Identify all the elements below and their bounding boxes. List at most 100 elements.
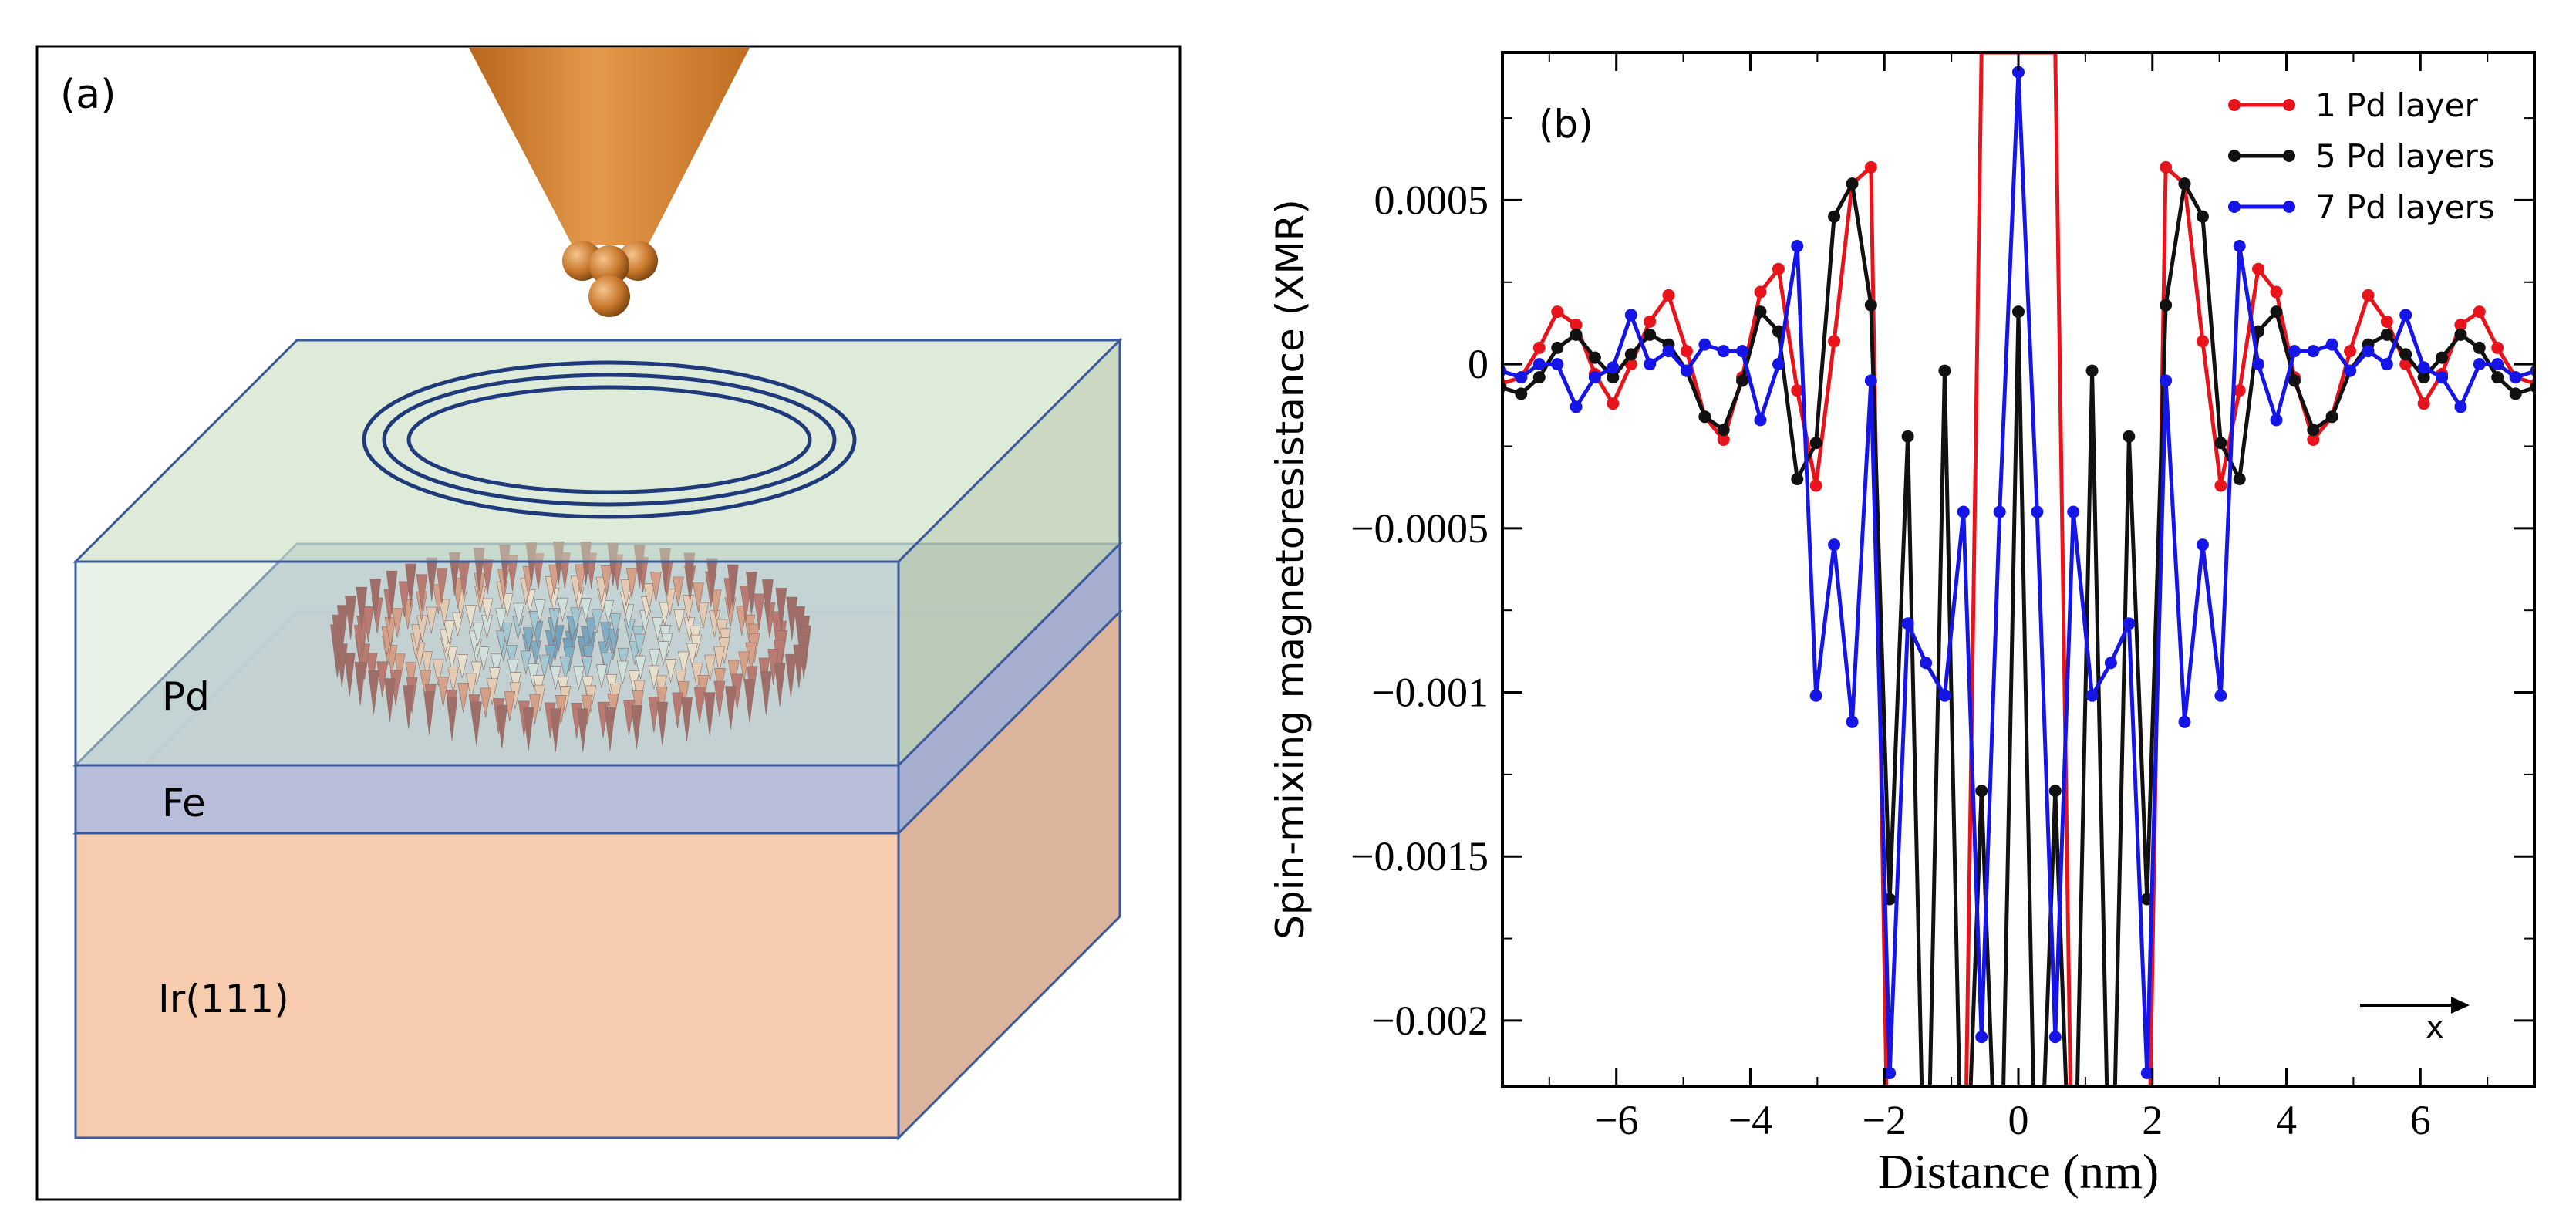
data-point	[1772, 262, 1785, 275]
data-point	[2380, 315, 2393, 328]
data-point	[1809, 689, 1822, 702]
ir-front-face	[74, 832, 900, 1139]
skyrmion-spin-arrow	[336, 605, 349, 649]
data-point	[1502, 365, 1507, 377]
data-point	[1570, 400, 1583, 413]
data-point	[1624, 309, 1637, 322]
skyrmion-spin-arrow	[602, 600, 614, 624]
data-point	[2362, 289, 2375, 302]
skyrmion-spin-arrow	[557, 597, 568, 622]
data-point	[2362, 345, 2375, 358]
skyrmion-spin-arrow	[656, 701, 669, 746]
data-point	[2417, 371, 2430, 384]
data-point	[2067, 505, 2080, 518]
data-point	[2196, 210, 2209, 223]
data-point	[2160, 160, 2173, 174]
data-point	[2454, 319, 2467, 332]
data-point	[1901, 430, 1914, 443]
data-point	[2214, 437, 2227, 450]
skyrmion-spin-arrow	[446, 646, 458, 670]
data-point	[2417, 361, 2430, 374]
skyrmion-spin-arrow	[405, 662, 417, 692]
data-point	[1938, 364, 1951, 377]
data-point	[1791, 473, 1804, 486]
data-point	[2288, 374, 2301, 387]
skyrmion-spin-arrow	[405, 563, 416, 608]
legend-marker	[2228, 99, 2241, 111]
skyrmion-spin-arrow	[520, 650, 532, 674]
y-axis-label: Spin-mixing magnetoresistance (XMR)	[1268, 199, 1313, 940]
skyrmion-spin-arrow	[713, 646, 725, 673]
skyrmion-spin-arrow	[421, 651, 433, 678]
x-direction-annotation: x	[2360, 997, 2470, 1045]
legend-label: 7 Pd layers	[2315, 188, 2495, 226]
data-point	[1698, 410, 1711, 424]
skyrmion-spin-arrow	[693, 582, 704, 613]
data-point	[1791, 384, 1804, 397]
ring-middle	[382, 373, 837, 507]
pd-front-face	[74, 560, 900, 767]
data-point	[2530, 381, 2534, 393]
data-point	[2085, 364, 2099, 377]
data-point	[2214, 689, 2227, 702]
skyrmion-spin-arrow	[643, 583, 656, 610]
data-point	[2491, 341, 2504, 354]
skyrmion-spin-arrow	[686, 643, 698, 667]
data-point	[2491, 358, 2504, 371]
data-point	[2307, 345, 2320, 358]
skyrmion-spin-arrow	[620, 579, 632, 606]
data-point	[2178, 715, 2191, 728]
skyrmion-spin-arrow	[522, 707, 534, 751]
ring-inner	[406, 385, 812, 494]
skyrmion-spin-arrow	[775, 588, 787, 632]
data-point	[1864, 374, 1877, 387]
skyrmion-spin-arrow	[530, 640, 541, 666]
skyrmion-spin-arrow	[446, 697, 458, 741]
skyrmion-spin-arrow	[665, 659, 677, 683]
data-point	[1754, 413, 1767, 427]
data-point	[1938, 689, 1951, 702]
skyrmion-spin-arrow	[625, 568, 638, 598]
skyrmion-spin-arrow	[354, 662, 366, 706]
data-point	[1736, 345, 1749, 358]
skyrmion-spin-arrow	[513, 602, 525, 627]
skyrmion-spin-arrow	[391, 608, 403, 638]
data-point	[1717, 424, 1730, 437]
stm-tip	[469, 48, 750, 317]
data-point	[2104, 657, 2117, 670]
skyrmion-spin-arrow	[673, 609, 686, 633]
data-point	[2530, 365, 2534, 377]
data-point	[2436, 371, 2449, 384]
skyrmion-spin-arrow	[432, 659, 444, 687]
skyrmion-spin-arrow	[481, 598, 494, 623]
x-direction-label: x	[2426, 1010, 2444, 1045]
legend: 1 Pd layer 5 Pd layers 7 Pd layers	[2228, 86, 2495, 226]
skyrmion-spin-arrow	[604, 707, 616, 751]
chart-ticks: −6 −4 −2 0 2 4 6 0.0005 0 −0.0005 −0.001 −0.0015 −0.…	[1350, 52, 2534, 1143]
data-point	[1680, 345, 1693, 358]
skyrmion-spin-arrow	[703, 692, 716, 736]
data-point	[1502, 381, 1507, 393]
data-point	[1846, 715, 1859, 728]
skyrmion-spin-arrow	[634, 633, 646, 657]
legend-marker	[2228, 150, 2241, 162]
series-line-0	[1502, 52, 2534, 1086]
data-point	[2344, 345, 2357, 358]
skyrmion-spin-arrow	[507, 659, 519, 684]
skyrmion-spin-arrow	[580, 598, 592, 622]
data-point	[1717, 433, 1730, 446]
data-point	[1607, 397, 1620, 410]
data-point	[1809, 479, 1822, 492]
data-point	[2085, 689, 2099, 702]
skyrmion-spin-arrow	[369, 578, 382, 623]
skyrmion-spin-arrow	[362, 606, 374, 643]
panel-b-label: (b)	[1539, 102, 1593, 147]
data-point	[2491, 371, 2504, 384]
legend-label: 1 Pd layer	[2315, 86, 2479, 124]
y-tick-label: −0.001	[1371, 670, 1489, 716]
data-point	[1901, 617, 1914, 630]
skyrmion-spin-arrow	[501, 623, 513, 646]
data-point	[1551, 305, 1564, 319]
data-point	[1607, 361, 1620, 374]
